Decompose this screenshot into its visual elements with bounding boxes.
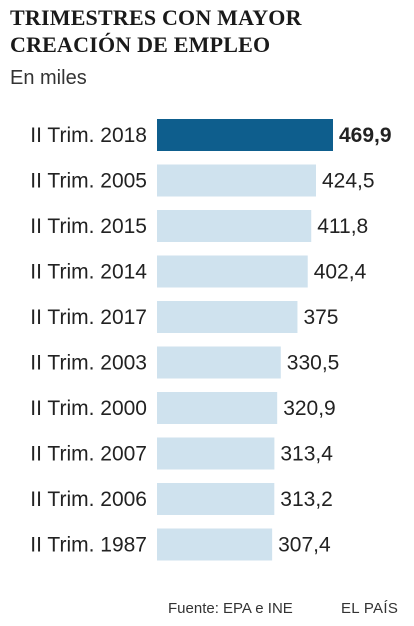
bar (157, 528, 273, 561)
category-label: II Trim. 2018 (30, 124, 147, 147)
category-label: II Trim. 2017 (30, 306, 147, 329)
category-label: II Trim. 2014 (30, 261, 147, 284)
value-label: 313,4 (280, 443, 333, 466)
value-label: 424,5 (322, 170, 375, 193)
bar (157, 210, 312, 242)
value-label: 375 (303, 306, 338, 329)
category-label: II Trim. 2006 (30, 488, 147, 511)
category-label: II Trim. 1987 (30, 534, 147, 557)
value-label: 402,4 (314, 261, 367, 284)
brand-label: EL PAÍS (341, 600, 399, 617)
category-label: II Trim. 2007 (30, 443, 147, 466)
bar (157, 346, 281, 379)
chart-subtitle: En miles (10, 67, 87, 89)
value-label: 307,4 (278, 534, 331, 557)
category-label: II Trim. 2015 (30, 215, 147, 238)
value-label: 313,2 (280, 488, 333, 511)
bar-highlight (157, 119, 333, 151)
bar (157, 483, 275, 515)
value-label: 469,9 (339, 124, 392, 147)
source-note: Fuente: EPA e INE (168, 600, 293, 617)
category-label: II Trim. 2005 (30, 170, 147, 193)
value-label: 330,5 (287, 352, 340, 375)
value-label: 320,9 (283, 397, 336, 420)
category-label: II Trim. 2000 (30, 397, 147, 420)
bar (157, 255, 308, 288)
bar (157, 392, 278, 424)
bar (157, 437, 275, 470)
chart-title: TRIMESTRES CON MAYOR CREACIÓN DE EMPLEO (10, 5, 302, 57)
value-label: 411,8 (317, 215, 368, 238)
bar (157, 164, 316, 197)
category-label: II Trim. 2003 (30, 352, 147, 375)
bar (157, 301, 298, 333)
